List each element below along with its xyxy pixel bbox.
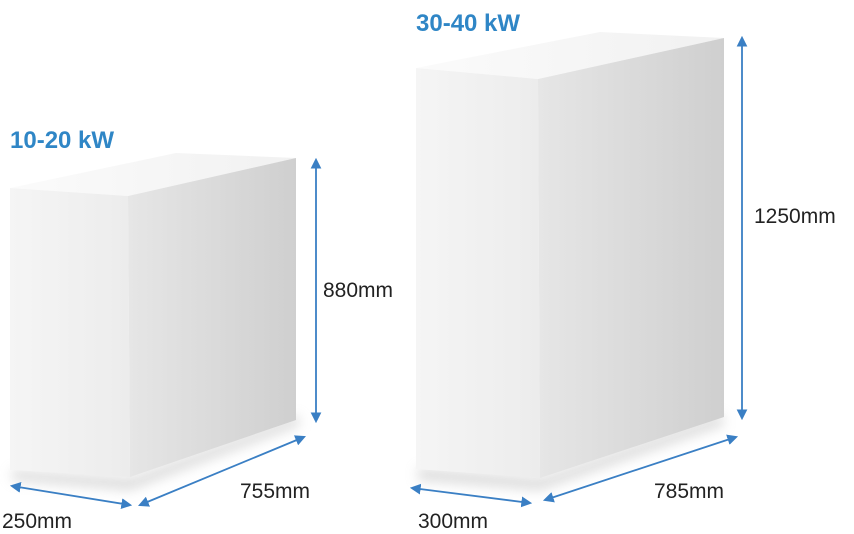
- cabinet-small: [9, 153, 322, 509]
- unit-small-power-label: 10-20 kW: [10, 127, 115, 154]
- unit-large-power-label: 30-40 kW: [416, 10, 521, 37]
- unit-small-depth-label: 755mm: [240, 480, 311, 503]
- unit-large-width-label: 300mm: [418, 510, 489, 533]
- cabinet-large: [409, 32, 748, 508]
- cabinet-small-right-face: [128, 158, 296, 477]
- unit-large-depth-label: 785mm: [654, 480, 725, 503]
- unit-small-height-label: 880mm: [323, 279, 394, 302]
- unit-small-width-label: 250mm: [2, 510, 73, 533]
- cabinet-small-depth-arrow: [138, 435, 306, 507]
- cabinet-small-width-arrow: [9, 482, 133, 509]
- cabinet-large-width-arrow: [409, 483, 533, 508]
- cabinet-large-top-face: [416, 32, 724, 79]
- cabinet-small-left-face: [10, 188, 130, 477]
- cabinet-small-top-face: [10, 153, 296, 196]
- cabinet-large-depth-arrow: [542, 434, 739, 503]
- cabinet-large-right-face: [538, 38, 724, 478]
- cabinet-large-left-face: [416, 68, 540, 478]
- unit-large-height-label: 1250mm: [754, 205, 836, 228]
